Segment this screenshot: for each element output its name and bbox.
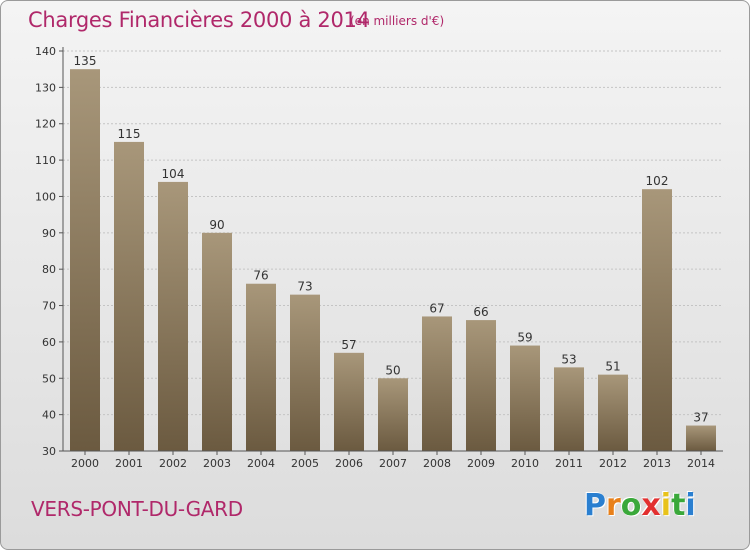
- bar-2003: [202, 232, 232, 451]
- y-axis: 30 40 50 60 70 80 90 100 110 120 130 140: [35, 45, 64, 458]
- y-tick-label: 50: [42, 372, 56, 385]
- bars: 135 115 104 90 76 73 57 50 67 66 59 53 51 102 37: [70, 54, 716, 451]
- proxiti-logo: Proxiti: [584, 488, 696, 523]
- data-label: 115: [118, 127, 141, 141]
- data-label: 50: [385, 363, 400, 377]
- data-label: 102: [646, 174, 669, 188]
- data-label: 73: [297, 280, 312, 294]
- x-tick-label: 2006: [335, 457, 363, 470]
- x-tick-label: 2014: [687, 457, 715, 470]
- data-label: 57: [341, 338, 356, 352]
- bar-2001: [114, 141, 144, 451]
- x-tick-label: 2013: [643, 457, 671, 470]
- logo-letter: i: [660, 488, 672, 523]
- x-tick-label: 2007: [379, 457, 407, 470]
- bar-2000: [70, 69, 100, 451]
- y-tick-label: 110: [35, 154, 56, 167]
- data-label: 67: [429, 301, 444, 315]
- data-label: 76: [253, 269, 268, 283]
- y-tick-label: 40: [42, 409, 56, 422]
- logo-letter: o: [620, 488, 642, 523]
- logo-letter: x: [641, 488, 661, 523]
- bar-2002: [158, 181, 188, 451]
- x-tick-label: 2012: [599, 457, 627, 470]
- data-label: 51: [605, 360, 620, 374]
- y-tick-label: 130: [35, 81, 56, 94]
- bar-2005: [290, 294, 320, 451]
- data-label: 104: [162, 167, 185, 181]
- bar-2007: [378, 378, 408, 451]
- y-tick-label: 120: [35, 118, 56, 131]
- bar-2010: [510, 345, 540, 451]
- y-tick-label: 80: [42, 263, 56, 276]
- bar-2004: [246, 283, 276, 451]
- logo-letter: i: [685, 488, 696, 523]
- x-axis: 2000 2001 2002 2003 2004 2005 2006 2007 2008 2009…: [63, 450, 723, 470]
- x-tick-label: 2008: [423, 457, 451, 470]
- bar-2008: [422, 316, 452, 451]
- chart-subtitle: (en milliers d'€): [350, 14, 445, 28]
- bar-2012: [598, 374, 628, 451]
- data-label: 66: [473, 305, 488, 319]
- x-tick-label: 2002: [159, 457, 187, 470]
- data-label: 90: [209, 218, 224, 232]
- place-name: VERS-PONT-DU-GARD: [31, 497, 243, 521]
- y-tick-label: 60: [42, 336, 56, 349]
- x-tick-label: 2000: [71, 457, 99, 470]
- x-tick-label: 2001: [115, 457, 143, 470]
- x-tick-label: 2004: [247, 457, 275, 470]
- x-tick-label: 2005: [291, 457, 319, 470]
- x-tick-label: 2010: [511, 457, 539, 470]
- data-label: 53: [561, 352, 576, 366]
- x-tick-label: 2009: [467, 457, 495, 470]
- y-tick-label: 90: [42, 227, 56, 240]
- bar-2009: [466, 320, 496, 451]
- y-tick-label: 30: [42, 445, 56, 458]
- data-label: 135: [74, 54, 97, 68]
- bar-2013: [642, 189, 672, 451]
- x-tick-label: 2011: [555, 457, 583, 470]
- data-label: 37: [693, 411, 708, 425]
- chart-title: Charges Financières 2000 à 2014: [28, 8, 370, 32]
- logo-letter: t: [671, 488, 686, 523]
- logo-letter: P: [584, 488, 606, 523]
- x-tick-label: 2003: [203, 457, 231, 470]
- bar-2014: [686, 425, 716, 451]
- bar-2011: [554, 367, 584, 451]
- y-tick-label: 140: [35, 45, 56, 58]
- logo-letter: r: [606, 488, 621, 523]
- y-tick-label: 100: [35, 190, 56, 203]
- bar-2006: [334, 352, 364, 451]
- y-tick-label: 70: [42, 300, 56, 313]
- data-label: 59: [517, 331, 532, 345]
